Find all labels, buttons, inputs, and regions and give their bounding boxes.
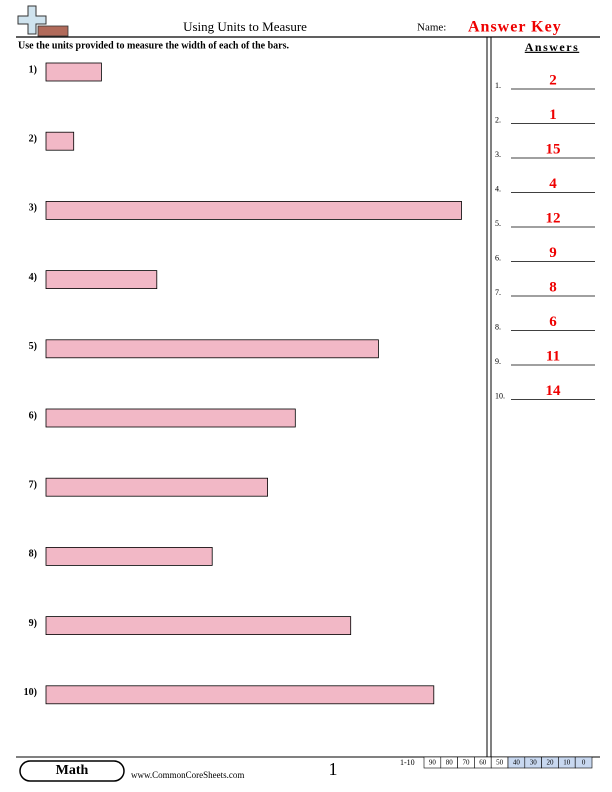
website: www.CommonCoreSheets.com bbox=[131, 770, 244, 780]
name-label: Name: bbox=[417, 22, 446, 34]
question-label: 4) bbox=[29, 272, 37, 283]
answers-title: Answers bbox=[525, 40, 580, 54]
answer-label: 1. bbox=[495, 81, 501, 90]
score: 40 bbox=[513, 759, 521, 767]
score: 90 bbox=[429, 759, 437, 767]
answer-value: 4 bbox=[549, 176, 557, 192]
answer-value: 12 bbox=[546, 210, 561, 226]
score-box bbox=[574, 756, 593, 769]
answer-label: 10. bbox=[495, 391, 505, 400]
subject-badge bbox=[19, 760, 125, 782]
answer-value: 6 bbox=[549, 314, 557, 330]
question-label: 2) bbox=[29, 133, 37, 144]
bar bbox=[45, 131, 75, 151]
subject: Math bbox=[56, 763, 89, 778]
answer-label: 9. bbox=[495, 357, 501, 366]
answer-key: Answer Key bbox=[468, 19, 562, 36]
answer-label: 8. bbox=[495, 322, 501, 331]
answer-label: 7. bbox=[495, 288, 501, 297]
bar bbox=[45, 339, 379, 359]
logo bbox=[17, 5, 69, 37]
answer-label: 2. bbox=[495, 115, 501, 124]
score: 0 bbox=[582, 759, 586, 767]
score: 80 bbox=[446, 759, 454, 767]
instructions: Use the units provided to measure the wi… bbox=[18, 40, 290, 51]
answer-value: 15 bbox=[546, 141, 561, 157]
bar bbox=[45, 547, 213, 566]
bar bbox=[45, 200, 462, 220]
answer-value: 11 bbox=[546, 348, 560, 364]
answer-value: 14 bbox=[546, 383, 562, 399]
bar bbox=[45, 270, 158, 290]
question-label: 9) bbox=[29, 618, 37, 629]
bar bbox=[45, 616, 352, 635]
score-range: 1-10 bbox=[400, 758, 415, 767]
question-label: 5) bbox=[29, 341, 37, 352]
score: 20 bbox=[547, 759, 555, 767]
answer-value: 9 bbox=[549, 245, 557, 261]
bar bbox=[45, 685, 435, 705]
question-label: 3) bbox=[29, 203, 37, 214]
answer-value: 2 bbox=[549, 72, 557, 88]
question-label: 6) bbox=[29, 410, 37, 421]
title: Using Units to Measure bbox=[183, 19, 307, 34]
answer-label: 3. bbox=[495, 150, 501, 159]
question-label: 10) bbox=[24, 687, 37, 698]
score: 10 bbox=[563, 759, 571, 767]
answer-label: 6. bbox=[495, 253, 501, 262]
question-label: 1) bbox=[29, 64, 37, 75]
question-label: 8) bbox=[29, 549, 37, 560]
score: 50 bbox=[496, 759, 504, 767]
answer-value: 8 bbox=[549, 279, 557, 295]
score: 30 bbox=[530, 759, 538, 767]
question-label: 7) bbox=[29, 479, 37, 490]
score: 60 bbox=[479, 759, 487, 767]
score: 70 bbox=[463, 759, 471, 767]
bar bbox=[45, 62, 102, 82]
page-number: 1 bbox=[329, 759, 338, 779]
bar bbox=[45, 477, 269, 497]
answer-label: 4. bbox=[495, 184, 501, 193]
bar bbox=[45, 408, 296, 428]
answer-label: 5. bbox=[495, 219, 501, 228]
answer-value: 1 bbox=[549, 107, 557, 123]
